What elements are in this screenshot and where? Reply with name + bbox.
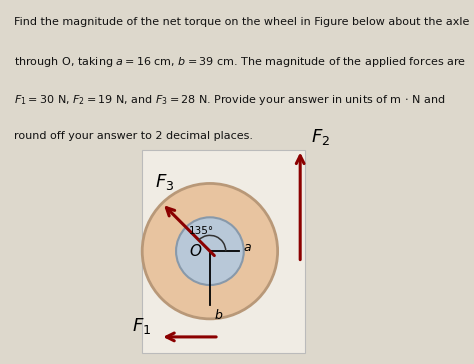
Text: $F_1 = 30$ N, $F_2 = 19$ N, and $F_3 = 28$ N. Provide your answer in units of m : $F_1 = 30$ N, $F_2 = 19$ N, and $F_3 = 2…	[14, 93, 446, 107]
Text: through O, taking $a = 16$ cm, $b = 39$ cm. The magnitude of the applied forces : through O, taking $a = 16$ cm, $b = 39$ …	[14, 55, 466, 69]
Text: Find the magnitude of the net torque on the wheel in Figure below about the axle: Find the magnitude of the net torque on …	[14, 17, 470, 27]
Text: $F_1$: $F_1$	[132, 316, 151, 336]
Circle shape	[176, 217, 244, 285]
Text: round off your answer to 2 decimal places.: round off your answer to 2 decimal place…	[14, 131, 253, 141]
Text: $a$: $a$	[243, 241, 252, 254]
Circle shape	[142, 183, 278, 319]
Text: $b$: $b$	[214, 308, 223, 321]
Text: $O$: $O$	[189, 243, 202, 259]
Text: $F_2$: $F_2$	[311, 127, 330, 147]
Text: 135°: 135°	[188, 226, 213, 236]
Text: $F_3$: $F_3$	[155, 172, 174, 192]
FancyBboxPatch shape	[142, 150, 305, 353]
